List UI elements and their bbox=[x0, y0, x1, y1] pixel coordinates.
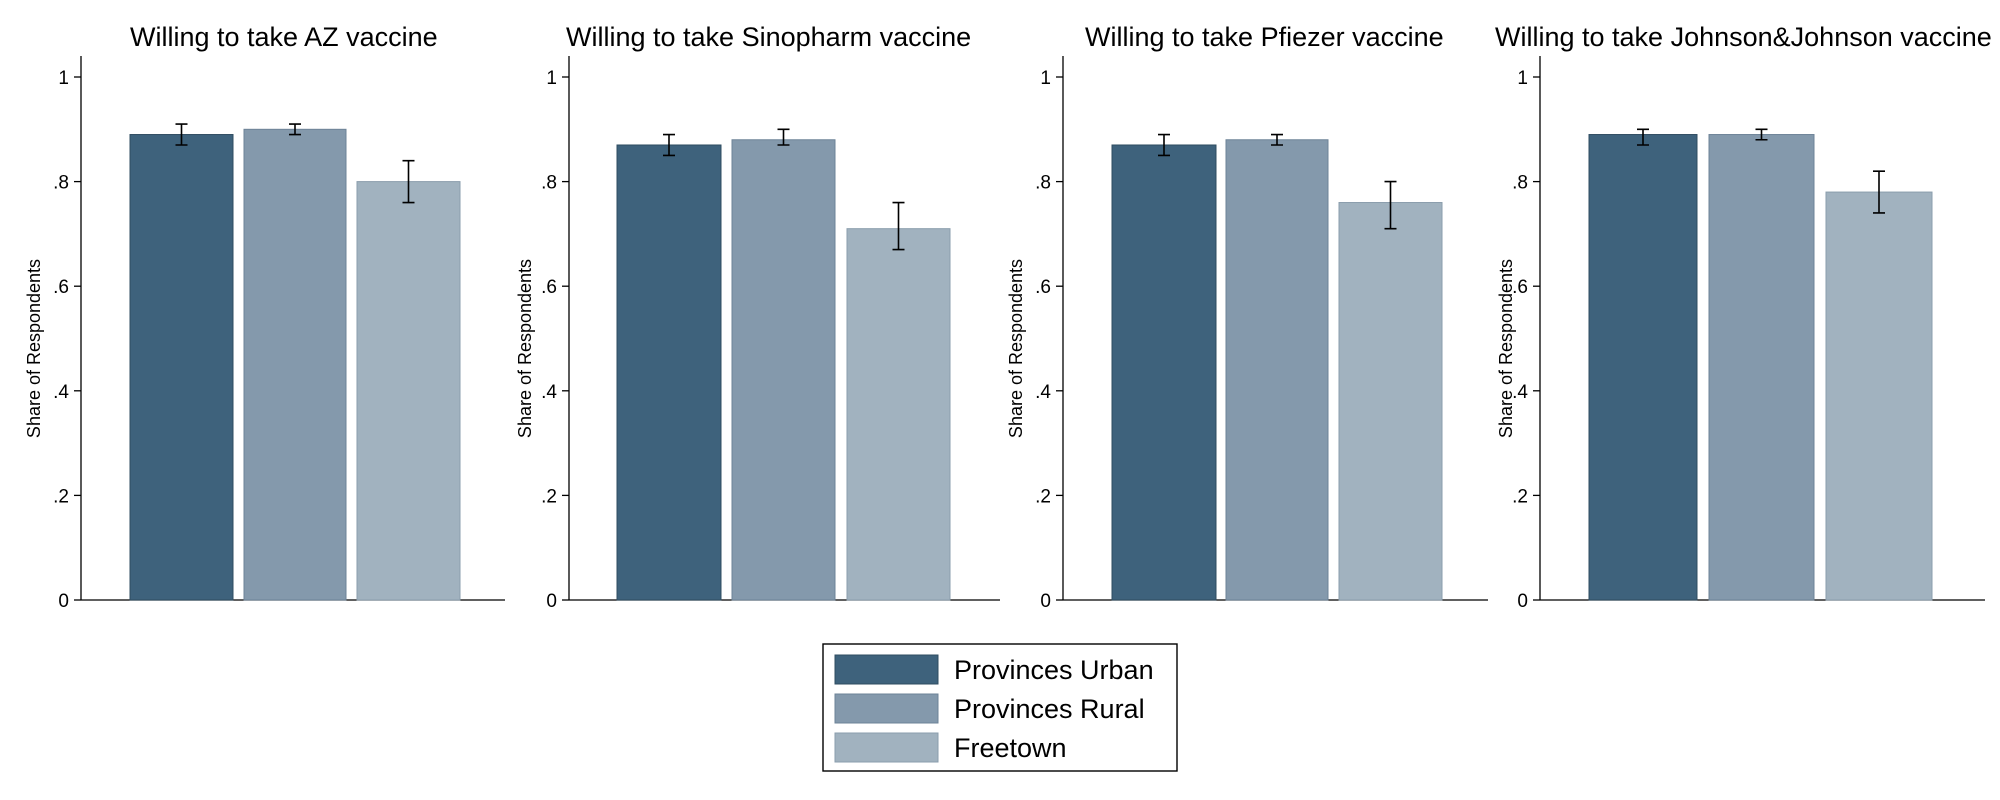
y-tick-label: .2 bbox=[1512, 486, 1528, 507]
y-tick-label: .2 bbox=[541, 486, 557, 507]
bar-provinces-rural bbox=[1225, 139, 1329, 601]
error-bar-provinces-urban bbox=[175, 123, 188, 146]
chart-title: Willing to take Johnson&Johnson vaccine bbox=[1495, 22, 1992, 52]
y-axis-label: Share of Respondents bbox=[1496, 259, 1516, 438]
error-bar-freetown bbox=[1873, 170, 1885, 214]
y-tick-label: .8 bbox=[53, 173, 69, 194]
bar-provinces-rural bbox=[1708, 134, 1815, 601]
y-tick-label: .8 bbox=[541, 173, 557, 194]
legend-label-provinces-urban: Provinces Urban bbox=[954, 655, 1154, 685]
error-bar-provinces-rural bbox=[1271, 133, 1283, 146]
bar-freetown bbox=[356, 181, 461, 601]
y-tick-label: 1 bbox=[1040, 68, 1051, 89]
chart-title: Willing to take Pfiezer vaccine bbox=[1085, 22, 1444, 52]
chart-title: Willing to take AZ vaccine bbox=[130, 22, 438, 52]
bar-freetown bbox=[1825, 191, 1933, 601]
legend-swatch-provinces-urban bbox=[834, 654, 939, 685]
y-tick-label: .2 bbox=[1035, 486, 1051, 507]
bar-provinces-rural bbox=[731, 139, 836, 601]
chart-panel-2: Willing to take Sinopharm vaccine Share o… bbox=[515, 22, 1000, 612]
bar-provinces-rural bbox=[243, 128, 347, 601]
legend-label-freetown: Freetown bbox=[954, 733, 1067, 763]
y-tick-label: .6 bbox=[541, 277, 557, 298]
chart-panel-4: Willing to take Johnson&Johnson vaccine S… bbox=[1495, 22, 1992, 612]
y-tick-label: 0 bbox=[1040, 591, 1051, 612]
y-tick-label: 0 bbox=[546, 591, 557, 612]
bar-provinces-urban bbox=[1588, 134, 1698, 601]
y-tick-label: .6 bbox=[1512, 277, 1528, 298]
legend-swatch-provinces-rural bbox=[834, 693, 939, 724]
error-bar-provinces-urban bbox=[1158, 133, 1170, 157]
y-axis-label: Share of Respondents bbox=[515, 259, 535, 438]
bar-provinces-urban bbox=[129, 134, 234, 601]
bar-freetown bbox=[846, 228, 951, 601]
bar-provinces-urban bbox=[616, 144, 722, 601]
y-tick-label: 1 bbox=[1517, 68, 1528, 89]
error-bar-provinces-urban bbox=[1637, 128, 1649, 146]
y-tick-label: .6 bbox=[1035, 277, 1051, 298]
legend-swatch-freetown bbox=[834, 732, 939, 763]
y-tick-label: 0 bbox=[1517, 591, 1528, 612]
y-tick-label: .4 bbox=[541, 382, 557, 403]
y-tick-label: .4 bbox=[1035, 382, 1051, 403]
error-bar-provinces-urban bbox=[663, 133, 675, 157]
error-bar-provinces-rural bbox=[1755, 128, 1768, 141]
y-tick-label: .6 bbox=[53, 277, 69, 298]
bar-freetown bbox=[1338, 202, 1443, 601]
y-axis-label: Share of Respondents bbox=[24, 259, 44, 438]
error-bar-provinces-rural bbox=[289, 123, 301, 136]
bar-provinces-urban bbox=[1111, 144, 1217, 601]
error-bar-provinces-rural bbox=[777, 128, 790, 146]
chart-panel-1: Willing to take AZ vaccine Share of Respo… bbox=[24, 22, 505, 612]
y-tick-label: .4 bbox=[53, 382, 69, 403]
legend: Provinces Urban Provinces Rural Freetown bbox=[822, 643, 1178, 772]
chart-panels: Willing to take AZ vaccine Share of Respo… bbox=[24, 22, 1992, 612]
y-tick-label: .2 bbox=[53, 486, 69, 507]
y-tick-label: .8 bbox=[1512, 173, 1528, 194]
chart-title: Willing to take Sinopharm vaccine bbox=[566, 22, 971, 52]
error-bar-freetown bbox=[1384, 180, 1397, 230]
y-axis-label: Share of Respondents bbox=[1006, 259, 1026, 438]
y-tick-label: 1 bbox=[58, 68, 69, 89]
y-tick-label: 0 bbox=[58, 591, 69, 612]
legend-label-provinces-rural: Provinces Rural bbox=[954, 694, 1145, 724]
y-tick-label: .8 bbox=[1035, 173, 1051, 194]
y-tick-label: 1 bbox=[546, 68, 557, 89]
error-bar-freetown bbox=[402, 159, 415, 204]
error-bar-freetown bbox=[892, 201, 905, 251]
y-tick-label: .4 bbox=[1512, 382, 1528, 403]
chart-panel-3: Willing to take Pfiezer vaccine Share of … bbox=[1006, 22, 1488, 612]
